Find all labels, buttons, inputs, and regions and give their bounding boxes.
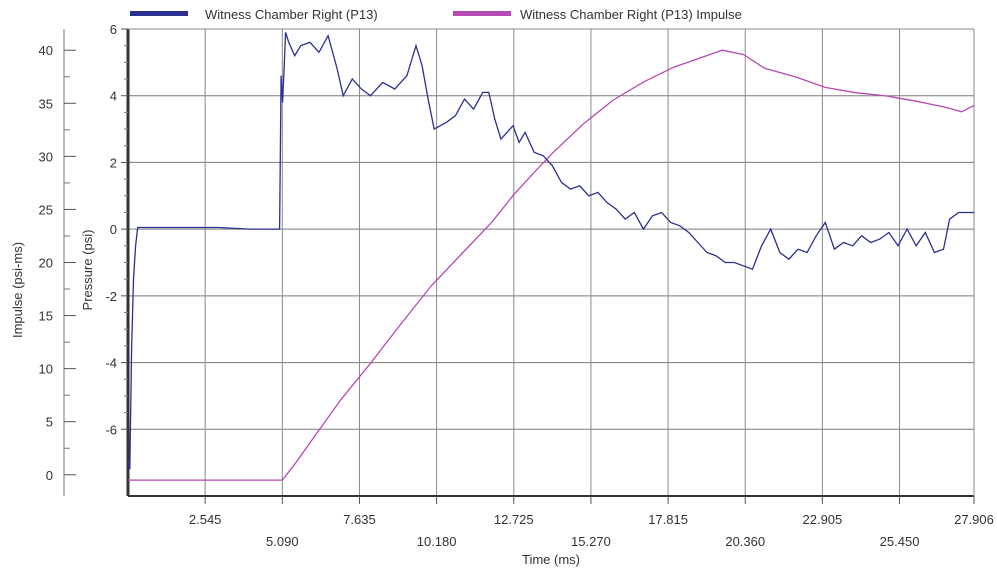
x-tick-label: 25.450 <box>880 534 920 549</box>
x-tick-label: 27.906 <box>954 512 994 527</box>
legend-swatch-impulse <box>453 11 511 16</box>
pressure-tick-label: 2 <box>110 155 117 170</box>
legend-label-pressure: Witness Chamber Right (P13) <box>205 7 378 22</box>
impulse-tick-label: 5 <box>46 415 53 430</box>
pressure-tick-label: 0 <box>110 222 117 237</box>
legend-label-impulse: Witness Chamber Right (P13) Impulse <box>520 7 742 22</box>
x-tick-label: 15.270 <box>571 534 611 549</box>
impulse-series-line <box>128 49 975 481</box>
x-tick-label: 10.180 <box>417 534 457 549</box>
impulse-tick-label: 30 <box>39 149 53 164</box>
grid <box>128 28 974 496</box>
x-axis-ticks: 2.545 7.635 12.725 17.815 22.905 27.906 5.090 1… <box>189 496 994 549</box>
x-tick-label: 2.545 <box>189 512 222 527</box>
x-tick-label: 5.090 <box>266 534 299 549</box>
pressure-tick-label: -6 <box>105 422 117 437</box>
pressure-tick-label: 4 <box>110 89 117 104</box>
pressure-series-line <box>127 32 974 470</box>
x-tick-label: 20.360 <box>725 534 765 549</box>
legend-swatch-pressure <box>130 11 188 16</box>
impulse-axis-title: Impulse (psi-ms) <box>10 242 25 338</box>
x-tick-label: 17.815 <box>648 512 688 527</box>
impulse-tick-label: 25 <box>39 202 53 217</box>
impulse-tick-label: 10 <box>39 362 53 377</box>
x-tick-label: 7.635 <box>343 512 376 527</box>
impulse-tick-label: 40 <box>39 43 53 58</box>
pressure-axis-title: Pressure (psi) <box>80 230 95 311</box>
impulse-axis-ticks: 0 5 10 15 20 25 30 35 40 <box>39 43 76 483</box>
pressure-axis-ticks: -6 -4 -2 0 2 4 6 <box>105 22 128 437</box>
pressure-tick-label: 6 <box>110 22 117 37</box>
x-tick-label: 22.905 <box>803 512 843 527</box>
impulse-tick-label: 0 <box>46 468 53 483</box>
legend: Witness Chamber Right (P13) Witness Cham… <box>130 7 742 22</box>
pressure-tick-label: -4 <box>105 356 117 371</box>
plot-area <box>128 29 974 496</box>
x-tick-label: 12.725 <box>494 512 534 527</box>
impulse-tick-label: 35 <box>39 96 53 111</box>
impulse-tick-label: 20 <box>39 256 53 271</box>
pressure-tick-label: -2 <box>105 289 117 304</box>
impulse-tick-label: 15 <box>39 309 53 324</box>
x-axis-title: Time (ms) <box>522 552 580 567</box>
